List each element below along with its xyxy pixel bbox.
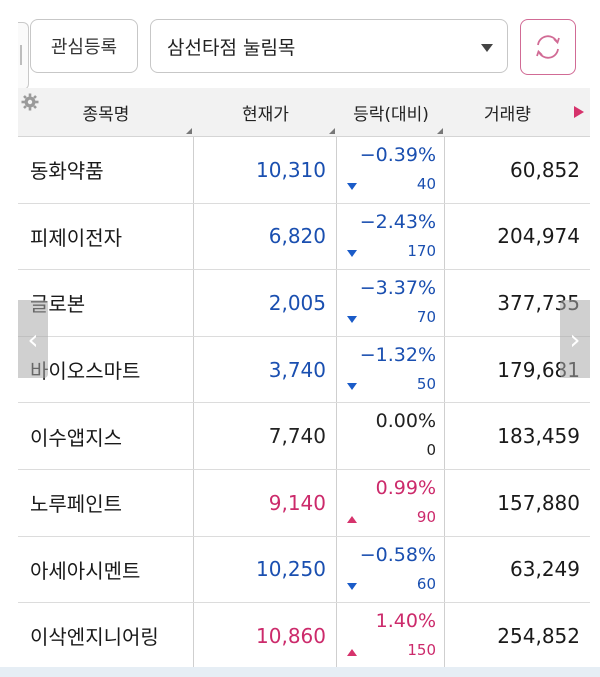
stock-name[interactable]: 동화약품 <box>18 137 194 203</box>
change-amount: 40 <box>416 175 436 193</box>
sort-corner-icon <box>186 128 192 134</box>
header-name[interactable]: 종목명 <box>18 88 194 136</box>
table-row[interactable]: 피제이전자 6,820 −2.43% 170 204,974 <box>18 203 590 271</box>
header-change-label: 등락(대비) <box>353 104 429 125</box>
play-right-icon[interactable] <box>574 106 584 118</box>
change-amount: 150 <box>407 641 436 660</box>
change-cell: −0.39% 40 <box>337 137 445 203</box>
current-price: 10,250 <box>194 536 337 603</box>
prev-page-button[interactable]: ‹ <box>18 300 48 378</box>
triangle-up-icon <box>347 515 357 523</box>
change-percent: −1.32% <box>359 343 436 366</box>
change-percent: 0.99% <box>375 476 436 499</box>
change-percent: −0.39% <box>359 144 436 166</box>
triangle-down-icon <box>347 382 357 390</box>
change-cell: 0.00% 0 <box>337 403 445 469</box>
stock-name[interactable]: 이수앱지스 <box>18 403 194 469</box>
trade-volume: 157,880 <box>497 490 580 515</box>
change-cell: 1.40% 150 <box>337 603 445 669</box>
stock-name[interactable]: 노루페인트 <box>18 469 194 536</box>
change-amount: 50 <box>416 374 436 393</box>
bottom-bar <box>0 667 600 677</box>
current-price: 10,310 <box>194 137 337 203</box>
header-change[interactable]: 등락(대비) <box>337 88 445 136</box>
current-price: 6,820 <box>194 203 337 270</box>
header-volume-label: 거래량 <box>484 104 531 125</box>
change-amount: 0 <box>426 441 436 460</box>
watch-group-select-value: 삼선타점 눌림목 <box>167 36 296 59</box>
next-page-button[interactable]: › <box>560 300 590 378</box>
table-row[interactable]: 글로본 2,005 −3.37% 70 377,735 <box>18 270 590 337</box>
table-row[interactable]: 아세아시멘트 10,250 −0.58% 60 63,249 <box>18 536 590 604</box>
table-row[interactable]: 이삭엔지니어링 10,860 1.40% 150 254,852 <box>18 603 590 670</box>
stock-name[interactable]: 이삭엔지니어링 <box>18 603 194 669</box>
gear-icon[interactable] <box>20 92 40 112</box>
triangle-up-icon <box>347 649 357 657</box>
change-percent: −2.43% <box>359 210 436 233</box>
header-price-label: 현재가 <box>242 104 289 125</box>
table-row[interactable]: 이수앱지스 7,740 0.00% 0 183,459 <box>18 403 590 470</box>
change-cell: −3.37% 70 <box>337 270 445 336</box>
stock-name[interactable]: 피제이전자 <box>18 203 194 270</box>
current-price: 10,860 <box>194 603 337 669</box>
change-cell: −0.58% 60 <box>337 536 445 603</box>
table-header: 종목명 현재가 등락(대비) 거래량 <box>18 88 590 137</box>
change-amount: 70 <box>416 308 436 327</box>
triangle-down-icon <box>347 249 357 257</box>
change-percent: −0.58% <box>359 543 436 566</box>
sort-corner-icon <box>329 128 335 134</box>
top-toolbar: 관심등록 삼선타점 눌림목 <box>30 19 578 77</box>
watchlist-table: 종목명 현재가 등락(대비) 거래량 동화약품 10,310 −0.39% 40 60,… <box>18 88 590 670</box>
dropdown-caret-icon <box>481 44 493 52</box>
current-price: 3,740 <box>194 336 337 403</box>
header-volume[interactable]: 거래량 <box>445 88 590 136</box>
triangle-down-icon <box>347 582 357 590</box>
current-price: 2,005 <box>194 270 337 336</box>
chevron-right-icon: › <box>569 322 581 356</box>
trade-volume: 63,249 <box>510 557 580 582</box>
change-amount: 170 <box>407 241 436 260</box>
stock-name[interactable]: 바이오스마트 <box>18 336 194 403</box>
change-percent: 0.00% <box>375 410 436 433</box>
header-name-label: 종목명 <box>82 104 130 125</box>
trade-volume: 183,459 <box>497 424 580 449</box>
sort-corner-icon <box>437 128 443 134</box>
current-price: 7,740 <box>194 403 337 469</box>
change-cell: −1.32% 50 <box>337 336 445 403</box>
chevron-left-icon: ‹ <box>27 322 39 356</box>
stock-name[interactable]: 아세아시멘트 <box>18 536 194 603</box>
current-price: 9,140 <box>194 469 337 536</box>
trade-volume: 60,852 <box>510 157 580 182</box>
change-amount: 90 <box>416 507 436 526</box>
watch-group-select[interactable]: 삼선타점 눌림목 <box>150 19 508 73</box>
refresh-button[interactable] <box>520 19 576 75</box>
change-percent: −3.37% <box>359 277 436 300</box>
change-percent: 1.40% <box>375 610 436 633</box>
table-row[interactable]: 노루페인트 9,140 0.99% 90 157,880 <box>18 469 590 537</box>
triangle-down-icon <box>347 316 357 324</box>
change-cell: 0.99% 90 <box>337 469 445 536</box>
side-drawer-handle[interactable] <box>18 22 29 90</box>
trade-volume: 204,974 <box>497 224 580 249</box>
header-price[interactable]: 현재가 <box>194 88 337 136</box>
table-row[interactable]: 동화약품 10,310 −0.39% 40 60,852 <box>18 137 590 204</box>
change-amount: 60 <box>416 574 436 593</box>
table-row[interactable]: 바이오스마트 3,740 −1.32% 50 179,681 <box>18 336 590 404</box>
trade-volume: 254,852 <box>497 623 580 648</box>
refresh-icon <box>536 35 560 59</box>
register-watch-button[interactable]: 관심등록 <box>30 19 138 73</box>
change-cell: −2.43% 170 <box>337 203 445 270</box>
triangle-down-icon <box>347 183 357 190</box>
